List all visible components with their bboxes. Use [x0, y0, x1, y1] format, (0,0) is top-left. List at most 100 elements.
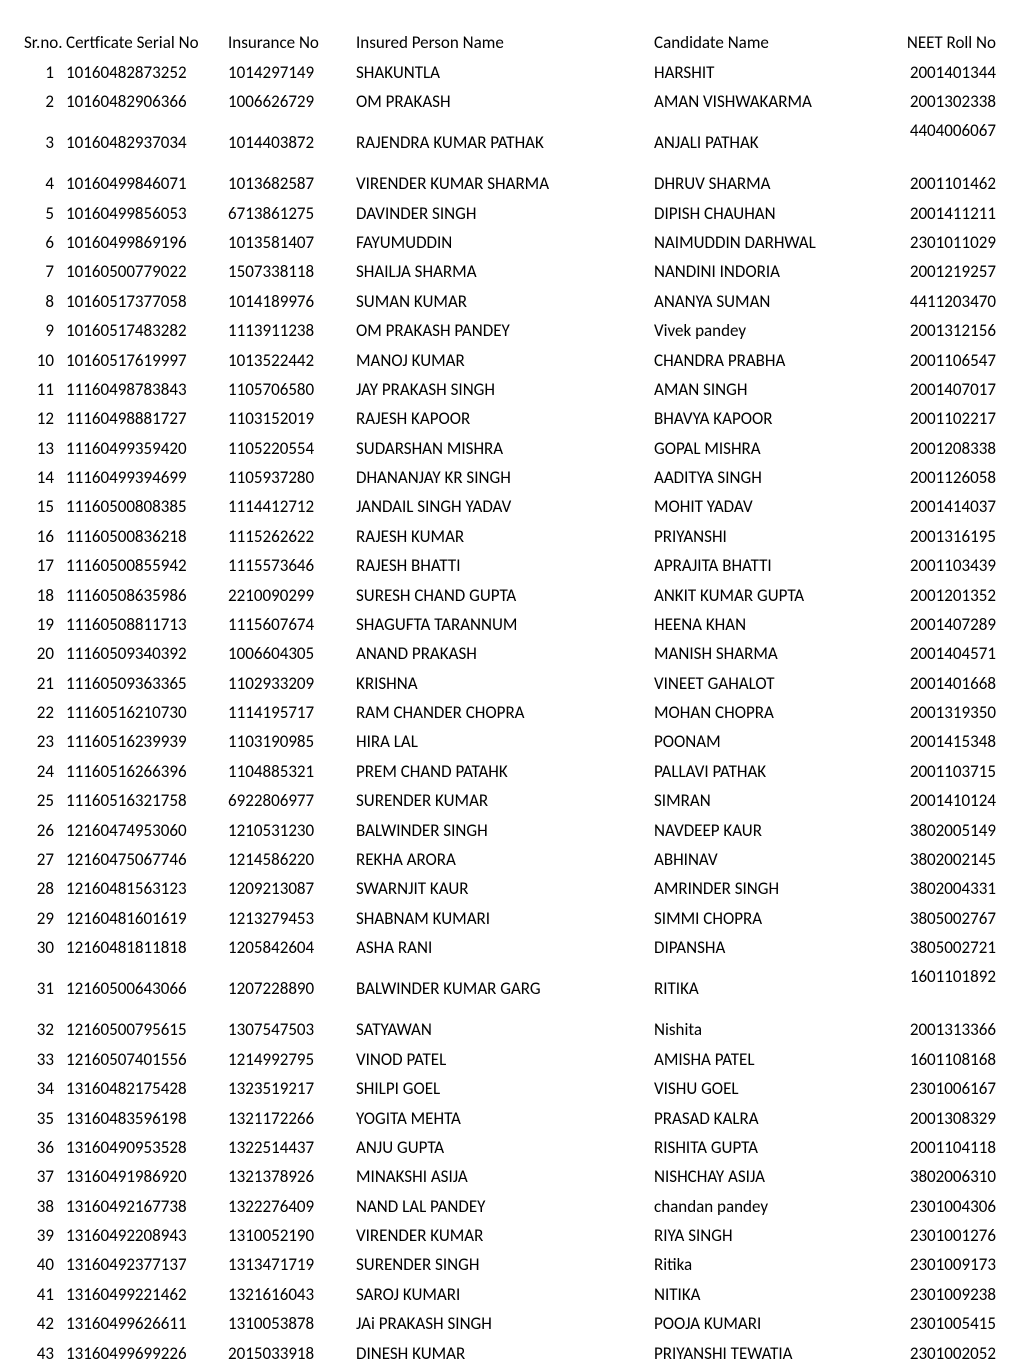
cell-pname: SURENDER SINGH [352, 1250, 650, 1279]
cell-cert: 11160499359420 [62, 434, 224, 463]
cell-roll: 2001208338 [872, 434, 1000, 463]
cell-ins: 1210531230 [224, 815, 352, 844]
cell-ins: 1113911238 [224, 316, 352, 345]
cell-cert: 10160499869196 [62, 228, 224, 257]
cell-cert: 10160482937034 [62, 116, 224, 169]
cell-cname: PRIYANSHI [650, 522, 872, 551]
cell-pname: SHAKUNTLA [352, 57, 650, 86]
cell-ins: 1507338118 [224, 257, 352, 286]
cell-cname: NANDINI INDORIA [650, 257, 872, 286]
cell-pname: SURESH CHAND GUPTA [352, 580, 650, 609]
cell-sr: 9 [20, 316, 62, 345]
cell-roll: 2001407289 [872, 610, 1000, 639]
cell-cname: ANKIT KUMAR GUPTA [650, 580, 872, 609]
cell-pname: DINESH KUMAR [352, 1338, 650, 1367]
table-row: 15111605008083851114412712JANDAIL SINGH … [20, 492, 1000, 521]
cell-pname: YOGITA MEHTA [352, 1103, 650, 1132]
table-row: 27121604750677461214586220REKHA ARORAABH… [20, 845, 1000, 874]
cell-cert: 11160509363365 [62, 669, 224, 698]
cell-ins: 1209213087 [224, 874, 352, 903]
cell-cname: RITIKA [650, 962, 872, 1015]
table-row: 21111605093633651102933209KRISHNAVINEET … [20, 669, 1000, 698]
header-cert: Certficate Serial No [62, 28, 224, 57]
cell-cname: ANJALI PATHAK [650, 116, 872, 169]
table-row: 38131604921677381322276409NAND LAL PANDE… [20, 1192, 1000, 1221]
cell-cname: NISHCHAY ASIJA [650, 1162, 872, 1191]
cell-cname: MOHIT YADAV [650, 492, 872, 521]
cell-cert: 12160500795615 [62, 1015, 224, 1044]
cell-pname: NAND LAL PANDEY [352, 1192, 650, 1221]
table-row: 9101605174832821113911238OM PRAKASH PAND… [20, 316, 1000, 345]
table-row: 28121604815631231209213087SWARNJIT KAURA… [20, 874, 1000, 903]
cell-ins: 1207228890 [224, 962, 352, 1015]
cell-sr: 37 [20, 1162, 62, 1191]
cell-pname: MANOJ KUMAR [352, 345, 650, 374]
cell-pname: DAVINDER SINGH [352, 199, 650, 228]
cell-ins: 1105706580 [224, 375, 352, 404]
cell-cname: SIMMI CHOPRA [650, 904, 872, 933]
cell-pname: VIRENDER KUMAR [352, 1221, 650, 1250]
cell-cert: 12160481563123 [62, 874, 224, 903]
table-row: 14111604993946991105937280DHANANJAY KR S… [20, 463, 1000, 492]
cell-cert: 11160516266396 [62, 757, 224, 786]
cell-ins: 1322514437 [224, 1133, 352, 1162]
header-cname: Candidate Name [650, 28, 872, 57]
cell-roll: 2301006167 [872, 1074, 1000, 1103]
cell-sr: 25 [20, 786, 62, 815]
cell-cname: MOHAN CHOPRA [650, 698, 872, 727]
table-row: 2101604829063661006626729OM PRAKASHAMAN … [20, 87, 1000, 116]
cell-sr: 38 [20, 1192, 62, 1221]
cell-cname: PRASAD KALRA [650, 1103, 872, 1132]
cell-pname: OM PRAKASH [352, 87, 650, 116]
table-row: 41131604992214621321616043SAROJ KUMARINI… [20, 1280, 1000, 1309]
cell-sr: 15 [20, 492, 62, 521]
cell-cname: DIPISH CHAUHAN [650, 199, 872, 228]
cell-pname: ASHA RANI [352, 933, 650, 962]
cell-sr: 26 [20, 815, 62, 844]
cell-sr: 13 [20, 434, 62, 463]
cell-sr: 31 [20, 962, 62, 1015]
cell-pname: RAM CHANDER CHOPRA [352, 698, 650, 727]
cell-roll: 2001313366 [872, 1015, 1000, 1044]
cell-sr: 36 [20, 1133, 62, 1162]
cell-ins: 1115573646 [224, 551, 352, 580]
cell-cert: 11160509340392 [62, 639, 224, 668]
cell-cname: HEENA KHAN [650, 610, 872, 639]
cell-cert: 13160499699226 [62, 1338, 224, 1367]
cell-roll: 3802006310 [872, 1162, 1000, 1191]
cell-roll: 2301004306 [872, 1192, 1000, 1221]
cell-roll: 2001407017 [872, 375, 1000, 404]
cell-cname: AMRINDER SINGH [650, 874, 872, 903]
cell-sr: 5 [20, 199, 62, 228]
cell-sr: 30 [20, 933, 62, 962]
cell-roll: 2001401344 [872, 57, 1000, 86]
cell-cert: 13160499221462 [62, 1280, 224, 1309]
cell-cert: 11160508811713 [62, 610, 224, 639]
cell-ins: 1310052190 [224, 1221, 352, 1250]
cell-sr: 6 [20, 228, 62, 257]
cell-cname: NAIMUDDIN DARHWAL [650, 228, 872, 257]
cell-roll: 2301005415 [872, 1309, 1000, 1338]
cell-sr: 1 [20, 57, 62, 86]
cell-pname: RAJESH KAPOOR [352, 404, 650, 433]
cell-ins: 1322276409 [224, 1192, 352, 1221]
cell-ins: 2015033918 [224, 1338, 352, 1367]
cell-cert: 12160481601619 [62, 904, 224, 933]
cell-roll: 2001410124 [872, 786, 1000, 815]
cell-pname: SATYAWAN [352, 1015, 650, 1044]
cell-ins: 1213279453 [224, 904, 352, 933]
table-row: 16111605008362181115262622RAJESH KUMARPR… [20, 522, 1000, 551]
cell-cname: NAVDEEP KAUR [650, 815, 872, 844]
cell-cname: MANISH SHARMA [650, 639, 872, 668]
cell-ins: 2210090299 [224, 580, 352, 609]
cell-roll: 2301009238 [872, 1280, 1000, 1309]
cell-pname: PREM CHAND PATAHK [352, 757, 650, 786]
cell-cname: ABHINAV [650, 845, 872, 874]
cell-roll: 2001308329 [872, 1103, 1000, 1132]
cell-sr: 32 [20, 1015, 62, 1044]
cell-cert: 11160516239939 [62, 727, 224, 756]
cell-sr: 14 [20, 463, 62, 492]
cell-sr: 22 [20, 698, 62, 727]
header-roll: NEET Roll No [872, 28, 1000, 57]
cell-ins: 1105220554 [224, 434, 352, 463]
